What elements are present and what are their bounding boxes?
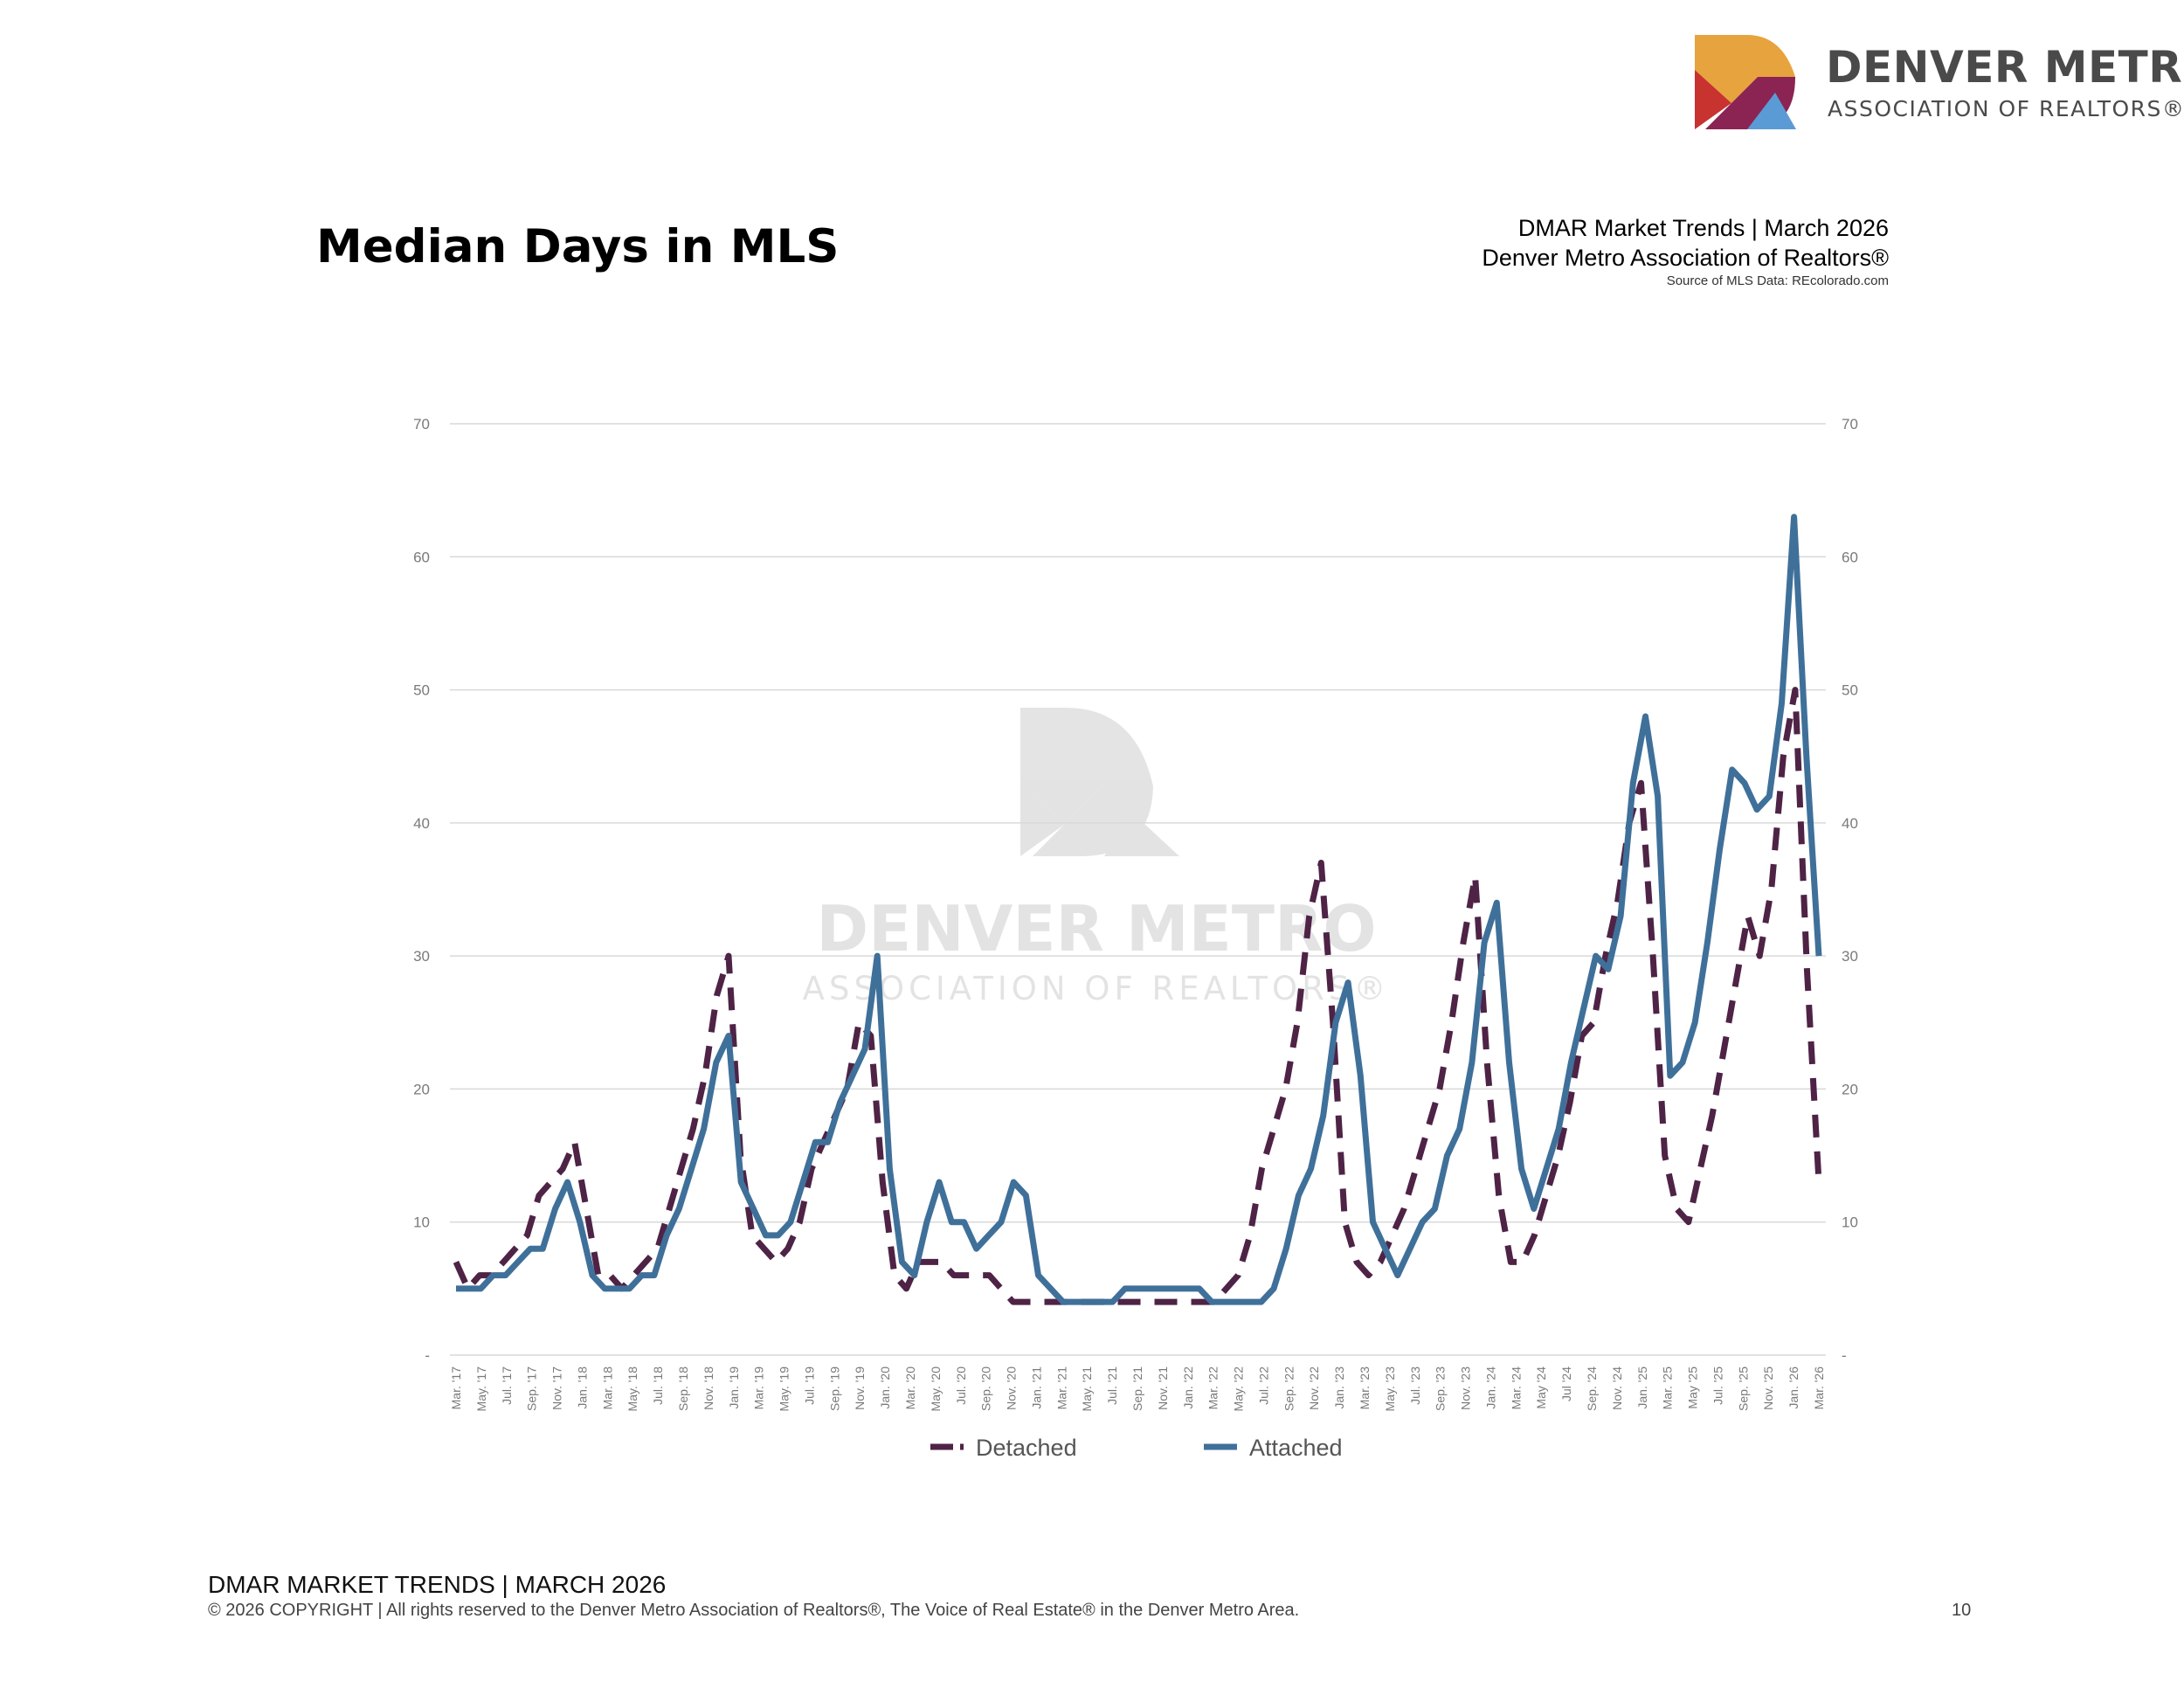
x-tick-label: Mar. '17 — [449, 1366, 463, 1410]
x-tick-label: Mar. '18 — [600, 1366, 614, 1410]
x-tick-label: Nov. '21 — [1156, 1366, 1170, 1410]
x-tick-label: Jul. '19 — [802, 1366, 816, 1405]
y-tick-label-left: 40 — [413, 815, 430, 832]
series-line-attached — [456, 514, 1822, 1305]
x-tick-label: Jul. '18 — [651, 1366, 665, 1405]
x-tick-label: Jul. '25 — [1711, 1366, 1724, 1405]
x-tick-label: Mar. '24 — [1509, 1366, 1523, 1410]
x-tick-label: May. '20 — [929, 1366, 943, 1412]
x-tick-label: Jul. '22 — [1256, 1366, 1270, 1405]
y-tick-label-left: 10 — [413, 1214, 430, 1231]
x-tick-label: Sep. '17 — [525, 1366, 539, 1411]
logo-mark-icon — [1695, 35, 1796, 129]
x-tick-label: Jul '24 — [1559, 1366, 1573, 1401]
legend-label-detached: Detached — [976, 1435, 1077, 1461]
x-tick-label: Mar. '21 — [1054, 1366, 1068, 1410]
y-tick-label-left: 70 — [413, 416, 430, 432]
y-tick-label-left: - — [425, 1347, 430, 1364]
dmar-logo — [1695, 35, 1796, 129]
x-tick-label: Sep. '21 — [1130, 1366, 1144, 1411]
gridlines — [450, 423, 1826, 1356]
x-tick-label: Sep. '25 — [1736, 1366, 1750, 1411]
x-tick-label: Jul. '20 — [954, 1366, 968, 1405]
y-tick-label-right: 30 — [1842, 948, 1858, 965]
y-tick-label-left: 30 — [413, 948, 430, 965]
x-tick-label: Sep. '18 — [676, 1366, 690, 1411]
x-tick-label: May. '21 — [1080, 1366, 1094, 1412]
x-tick-label: Jan. '20 — [878, 1366, 892, 1409]
x-axis: Mar. '17 May. '17 Jul. '17 Sep. '17 Nov. '17… — [449, 1366, 1826, 1412]
x-tick-label: Jul. '23 — [1408, 1366, 1422, 1405]
x-tick-label: Jan. '22 — [1181, 1366, 1195, 1409]
x-tick-label: Jul. '17 — [500, 1366, 514, 1405]
organization-name: Denver Metro Association of Realtors® — [1482, 245, 1889, 271]
x-tick-label: Jan. '23 — [1332, 1366, 1346, 1409]
x-tick-label: May. '17 — [474, 1366, 488, 1412]
x-tick-label: May. '19 — [778, 1366, 791, 1412]
x-tick-label: Mar. '20 — [903, 1366, 917, 1410]
x-tick-label: Jan. '25 — [1635, 1366, 1649, 1409]
footer-title: DMAR MARKET TRENDS | MARCH 2026 — [208, 1571, 667, 1598]
x-tick-label: May '25 — [1686, 1366, 1700, 1409]
x-tick-label: Mar. '26 — [1812, 1366, 1826, 1410]
x-tick-label: Jan. '24 — [1483, 1366, 1497, 1409]
x-tick-label: Jan. '18 — [575, 1366, 589, 1409]
x-tick-label: Sep. '22 — [1282, 1366, 1296, 1411]
x-tick-label: Jan. '26 — [1787, 1366, 1800, 1409]
y-tick-label-right: 40 — [1842, 815, 1858, 832]
x-tick-label: Nov. '20 — [1005, 1366, 1019, 1410]
y-axis-left: - 10 20 30 40 50 60 70 — [413, 416, 430, 1364]
x-tick-label: Nov. '17 — [550, 1366, 564, 1410]
x-tick-label: Sep. '23 — [1434, 1366, 1448, 1411]
x-tick-label: Jan. '19 — [727, 1366, 741, 1409]
y-axis-right: - 10 20 30 40 50 60 70 — [1842, 416, 1858, 1364]
x-tick-label: Sep. '24 — [1585, 1366, 1599, 1411]
logo-text-line1: DENVER METRO — [1826, 42, 2184, 93]
y-tick-label-right: 10 — [1842, 1214, 1858, 1231]
x-tick-label: Mar. '22 — [1206, 1366, 1220, 1410]
report-title: DMAR Market Trends | March 2026 — [1517, 215, 1889, 241]
y-tick-label-right: 70 — [1842, 416, 1858, 432]
x-tick-label: Sep. '19 — [827, 1366, 841, 1411]
y-tick-label-right: - — [1842, 1347, 1847, 1364]
x-tick-label: May. '23 — [1383, 1366, 1397, 1412]
chart-legend: Detached Attached — [930, 1435, 1343, 1461]
legend-label-attached: Attached — [1249, 1435, 1343, 1461]
report-header: DMAR Market Trends | March 2026 Denver M… — [1482, 213, 1889, 290]
x-tick-label: Nov. '22 — [1307, 1366, 1321, 1410]
x-tick-label: Nov. '19 — [853, 1366, 867, 1410]
x-tick-label: Mar. '23 — [1358, 1366, 1372, 1410]
y-tick-label-right: 20 — [1842, 1081, 1858, 1097]
watermark-line1: DENVER METRO — [816, 892, 1376, 965]
logo-text-line2: ASSOCIATION OF REALTORS® — [1828, 96, 2184, 121]
x-tick-label: Sep. '20 — [979, 1366, 993, 1411]
x-tick-label: May '24 — [1534, 1366, 1548, 1409]
watermark-logo-icon — [1020, 708, 1179, 856]
y-tick-label-left: 20 — [413, 1081, 430, 1097]
page-title: Median Days in MLS — [316, 220, 840, 273]
footer-copyright: © 2026 COPYRIGHT | All rights reserved t… — [208, 1601, 1300, 1620]
data-source: Source of MLS Data: REcolorado.com — [1666, 273, 1889, 288]
watermark-line2: ASSOCIATION OF REALTORS® — [803, 970, 1391, 1007]
x-tick-label: Nov. '25 — [1761, 1366, 1775, 1410]
series-line-detached — [453, 687, 1822, 1305]
x-tick-label: Mar. '19 — [752, 1366, 766, 1410]
x-tick-label: May. '22 — [1232, 1366, 1246, 1412]
watermark: DENVER METRO ASSOCIATION OF REALTORS® — [803, 708, 1391, 1007]
page-number: 10 — [1952, 1601, 1972, 1620]
y-tick-label-left: 60 — [413, 549, 430, 565]
y-tick-label-right: 50 — [1842, 682, 1858, 699]
y-tick-label-right: 60 — [1842, 549, 1858, 565]
x-tick-label: Mar. '25 — [1661, 1366, 1675, 1410]
x-tick-label: Jul. '21 — [1105, 1366, 1119, 1405]
x-tick-label: Nov. '24 — [1610, 1366, 1624, 1410]
x-tick-label: Nov. '18 — [702, 1366, 715, 1410]
y-tick-label-left: 50 — [413, 682, 430, 699]
series-lines — [453, 514, 1822, 1305]
x-tick-label: Jan. '21 — [1029, 1366, 1043, 1409]
x-tick-label: May. '18 — [625, 1366, 639, 1412]
x-tick-label: Nov. '23 — [1459, 1366, 1473, 1410]
